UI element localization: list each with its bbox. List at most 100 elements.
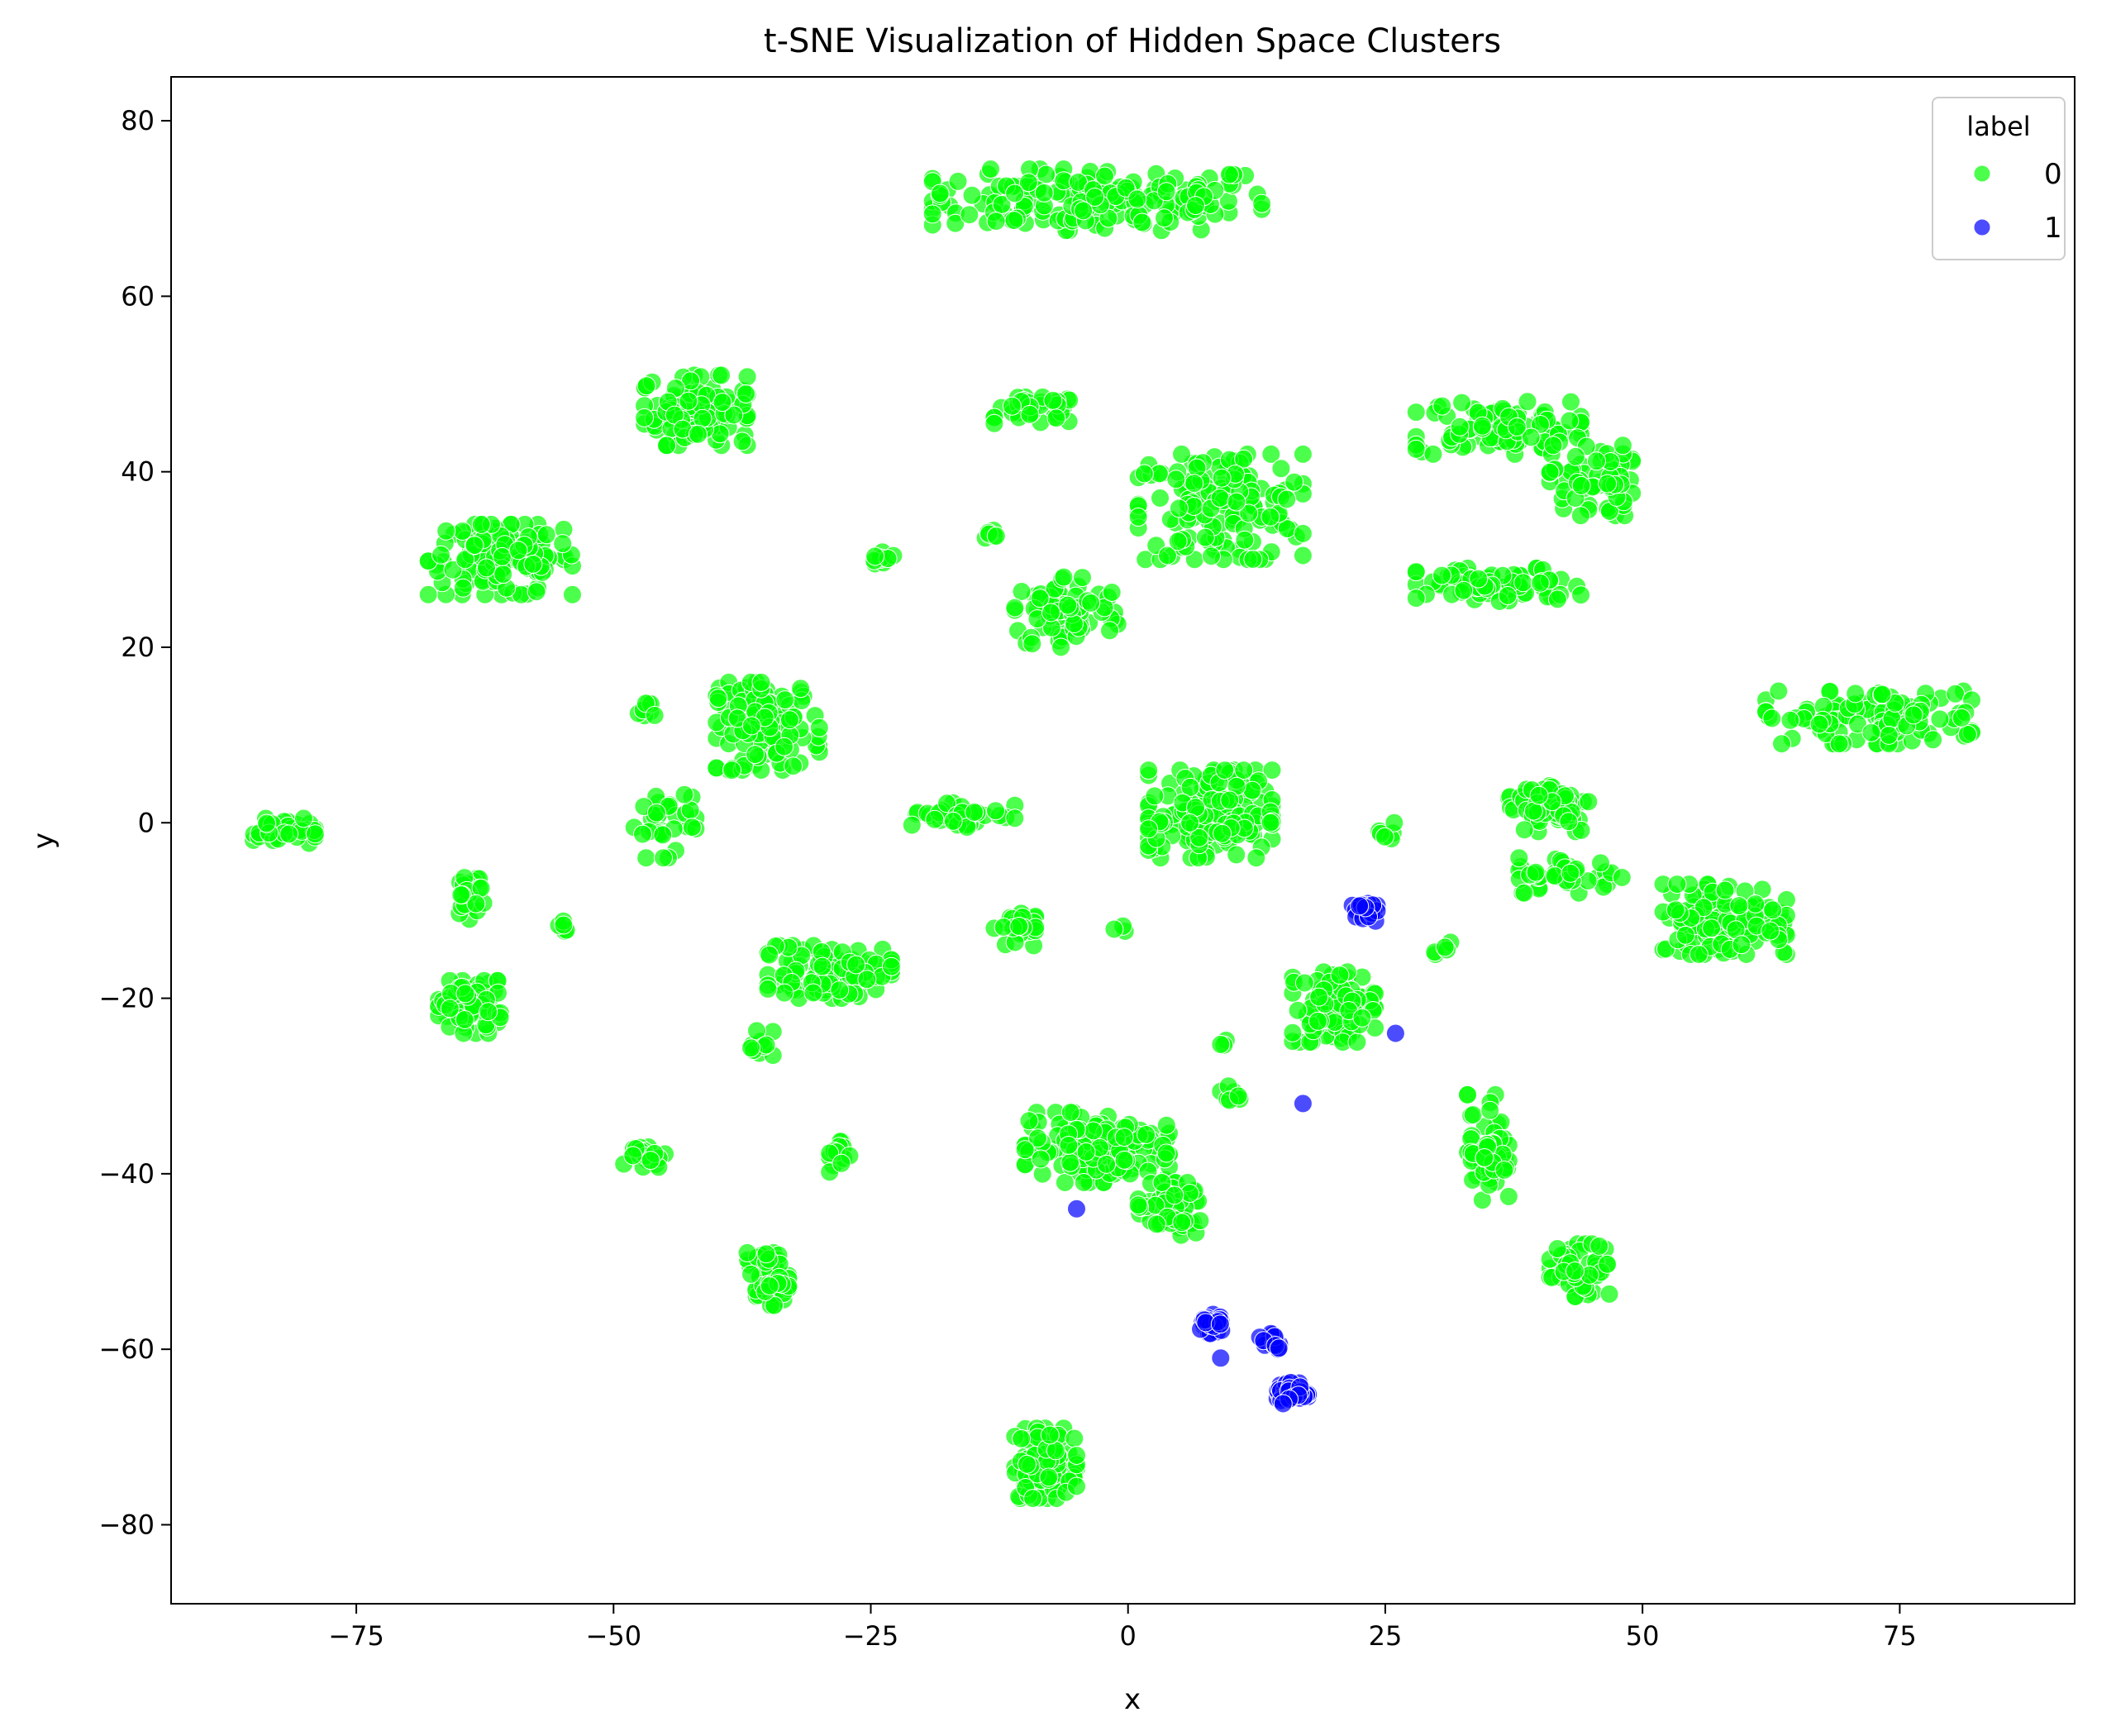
x-tick-label: −50 [586, 1620, 642, 1652]
scatter-point [1246, 848, 1266, 868]
legend-title: label [1966, 111, 2030, 142]
scatter-point [1234, 761, 1254, 780]
scatter-point [1180, 813, 1200, 832]
scatter-point [1252, 193, 1272, 213]
scatter-point [1234, 449, 1254, 469]
scatter-point [1095, 166, 1114, 186]
scatter-point [965, 803, 984, 822]
scatter-point [1846, 684, 1866, 703]
scatter-point [1540, 462, 1560, 482]
scatter-point [1406, 589, 1426, 608]
scatter-point [1210, 489, 1230, 508]
scatter-point [1809, 714, 1829, 734]
scatter-point [1058, 595, 1078, 615]
scatter-point [1732, 935, 1751, 955]
scatter-point [1073, 568, 1092, 588]
scatter-point [1475, 1148, 1494, 1167]
x-tick-label: −25 [843, 1620, 899, 1652]
scatter-points [244, 160, 1981, 1509]
scatter-point [1702, 918, 1722, 938]
scatter-point [633, 824, 652, 844]
scatter-point [1879, 725, 1899, 745]
scatter-point [1330, 966, 1350, 985]
scatter-point [846, 955, 866, 975]
scatter-point [1139, 819, 1159, 839]
scatter-point [1261, 444, 1281, 464]
scatter-point [1076, 1142, 1096, 1161]
scatter-point [1293, 523, 1313, 543]
scatter-point [1560, 411, 1580, 431]
scatter-point [1227, 845, 1246, 865]
scatter-point [1715, 880, 1735, 900]
scatter-point [1235, 530, 1255, 550]
scatter-point [1780, 710, 1800, 730]
scatter-point [455, 550, 475, 570]
scatter-point [1521, 427, 1541, 447]
scatter-point [679, 391, 698, 411]
plot-area [170, 76, 2075, 1605]
scatter-point [471, 514, 491, 534]
scatter-point [1566, 446, 1585, 466]
scatter-point [1156, 182, 1176, 202]
scatter-point [1128, 508, 1148, 527]
scatter-point [1666, 900, 1685, 920]
scatter-point [1269, 1338, 1289, 1358]
scatter-point [1904, 705, 1923, 725]
scatter-point [1545, 866, 1565, 885]
scatter-point [1293, 444, 1313, 464]
scatter-point [1499, 1186, 1518, 1206]
scatter-point [641, 1151, 660, 1171]
scatter-point [465, 536, 484, 556]
scatter-point [791, 679, 811, 699]
scatter-point [865, 546, 885, 566]
scatter-point [1114, 1128, 1134, 1147]
scatter-point [1054, 567, 1074, 587]
scatter-point [1514, 820, 1534, 840]
scatter-point [803, 983, 823, 1003]
scatter-point [1166, 470, 1186, 489]
scatter-point [1273, 1394, 1293, 1414]
scatter-point [1239, 503, 1259, 523]
scatter-point [981, 160, 1000, 179]
scatter-point [1243, 550, 1263, 569]
scatter-point [1469, 569, 1489, 589]
scatter-point [948, 171, 968, 191]
scatter-point [779, 710, 799, 730]
x-axis-ticks: −75 −50 −25 0 25 50 75 [328, 1604, 1917, 1652]
y-tick-label: 20 [121, 632, 155, 663]
series-0 [244, 160, 1981, 1509]
scatter-point [1352, 1008, 1372, 1028]
scatter-point [1347, 1033, 1367, 1052]
scatter-point [1172, 1213, 1192, 1233]
scatter-point [1067, 1199, 1086, 1219]
scatter-point [1202, 546, 1221, 566]
scatter-point [1450, 417, 1470, 436]
scatter-point [1261, 813, 1280, 832]
scatter-point [1146, 1214, 1166, 1234]
legend-label-1: 1 [2044, 212, 2062, 245]
scatter-point [1406, 403, 1426, 422]
scatter-point [1018, 173, 1038, 193]
scatter-point [1211, 1034, 1231, 1054]
y-tick-label: −60 [98, 1333, 155, 1365]
scatter-point [689, 424, 708, 444]
scatter-point [654, 848, 673, 868]
scatter-point [1689, 945, 1709, 964]
scatter-point [747, 1021, 766, 1041]
scatter-point [1277, 489, 1297, 509]
scatter-point [1559, 812, 1579, 832]
scatter-point [1729, 896, 1749, 916]
scatter-point [962, 185, 982, 205]
scatter-point [279, 824, 299, 844]
scatter-point [1530, 573, 1550, 593]
scatter-point [1034, 183, 1054, 203]
scatter-point [943, 811, 963, 831]
scatter-point [1769, 681, 1789, 701]
legend: label 0 1 [1932, 97, 2066, 260]
scatter-point [1005, 598, 1025, 618]
scatter-point [1051, 637, 1070, 657]
x-tick-label: 25 [1369, 1620, 1403, 1652]
x-tick-label: −75 [328, 1620, 384, 1652]
scatter-point [645, 705, 665, 725]
scatter-point [493, 546, 512, 566]
